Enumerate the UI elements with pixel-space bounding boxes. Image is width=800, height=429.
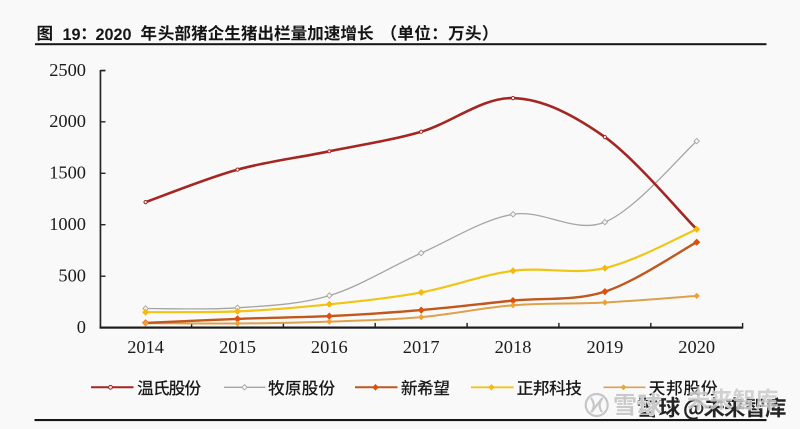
svg-text:2020: 2020 (96, 26, 132, 44)
svg-text:500: 500 (58, 266, 86, 286)
svg-text:2000: 2000 (49, 111, 86, 131)
svg-text:2016: 2016 (311, 337, 348, 357)
svg-text:2500: 2500 (49, 60, 86, 80)
svg-text:2020: 2020 (678, 337, 715, 357)
svg-text:2015: 2015 (219, 337, 256, 357)
svg-text:2018: 2018 (495, 337, 532, 357)
svg-text:0: 0 (77, 317, 86, 337)
svg-text:2014: 2014 (127, 337, 164, 357)
svg-text:2019: 2019 (587, 337, 624, 357)
svg-text:19: 19 (63, 26, 81, 44)
svg-text:1000: 1000 (49, 214, 86, 234)
svg-text:1500: 1500 (49, 163, 86, 183)
svg-text:2017: 2017 (403, 337, 440, 357)
